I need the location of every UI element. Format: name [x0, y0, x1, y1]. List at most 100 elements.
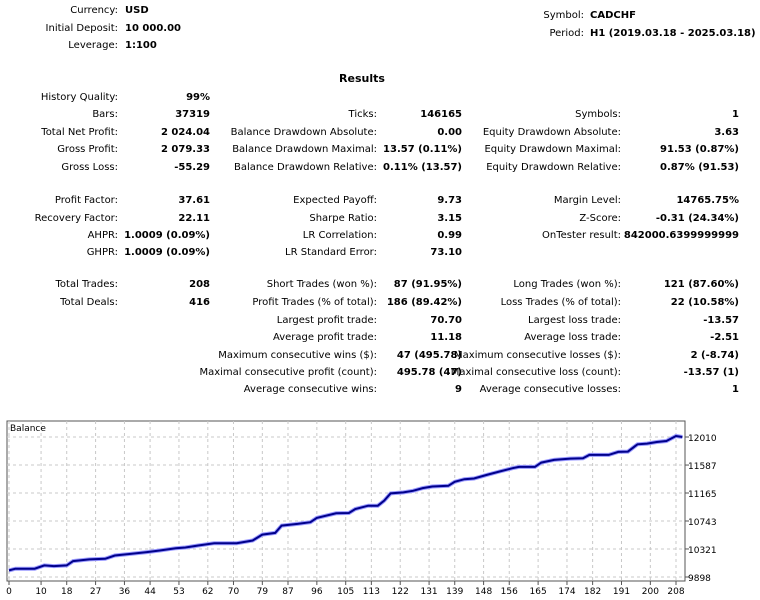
stat-value: 0.11% (13.57)	[383, 162, 462, 173]
x-tick-label: 36	[119, 587, 131, 597]
stat-label: LR Correlation:	[302, 230, 377, 241]
results-row: AHPR: 1.0009 (0.09%) LR Correlation: 0.99 On…	[0, 230, 760, 247]
currency-value: USD	[125, 5, 149, 16]
stat-value: 9.73	[437, 195, 462, 206]
stat-label: Sharpe Ratio:	[309, 213, 377, 224]
stat-value: -13.57	[703, 315, 739, 326]
currency-label: Currency:	[70, 5, 118, 16]
stat-label: Average consecutive losses:	[479, 384, 621, 395]
results-row: Gross Profit: 2 079.33 Balance Drawdown Ma…	[0, 144, 760, 161]
stat-value: -2.51	[710, 332, 739, 343]
stat-value: 14765.75%	[676, 195, 739, 206]
stat-value: 186 (89.42%)	[386, 297, 462, 308]
stat-value: 495.78 (47)	[396, 367, 462, 378]
stat-label: Equity Drawdown Absolute:	[482, 127, 621, 138]
stat-label: Total Deals:	[60, 297, 118, 308]
x-tick-label: 156	[501, 587, 518, 597]
stat-label: GHPR:	[86, 247, 118, 258]
balance-line	[8, 434, 683, 572]
y-tick-label: 10743	[688, 518, 717, 528]
results-row: History Quality: 99%	[0, 92, 760, 109]
stat-value: 1.0009 (0.09%)	[124, 230, 210, 241]
results-row: Total Net Profit: 2 024.04 Balance Drawdow…	[0, 127, 760, 144]
x-tick-label: 62	[202, 587, 213, 597]
results-row: Average profit trade: 11.18 Average loss t…	[0, 332, 760, 349]
x-tick-label: 148	[475, 587, 492, 597]
x-tick-label: 139	[446, 587, 463, 597]
balance-chart: 9898 10321 10743 11165 11587 12010 0 10 18 27 36 44…	[6, 420, 717, 597]
period-label: Period:	[549, 28, 584, 39]
symbol-value: CADCHF	[590, 10, 636, 21]
stat-label: Gross Loss:	[61, 162, 118, 173]
x-tick-label: 182	[584, 587, 601, 597]
stat-value: 146165	[420, 109, 462, 120]
stat-label: Largest profit trade:	[276, 315, 377, 326]
x-tick-label: 165	[530, 587, 547, 597]
stat-value: 22 (10.58%)	[670, 297, 739, 308]
stat-label: Symbols:	[575, 109, 621, 120]
x-tick-label: 10	[35, 587, 47, 597]
stat-value: 1.0009 (0.09%)	[124, 247, 210, 258]
x-tick-label: 96	[311, 587, 323, 597]
stat-value: 22.11	[178, 213, 210, 224]
results-row: Recovery Factor: 22.11 Sharpe Ratio: 3.15 Z-…	[0, 213, 760, 230]
stat-label: Margin Level:	[553, 195, 621, 206]
stat-label: AHPR:	[87, 230, 118, 241]
x-tick-label: 113	[363, 587, 380, 597]
stat-label: Z-Score:	[579, 213, 621, 224]
results-row: Profit Factor: 37.61 Expected Payoff: 9.73 M…	[0, 195, 760, 212]
y-tick-label: 9898	[688, 574, 711, 584]
leverage-value: 1:100	[125, 40, 157, 51]
stat-label: Recovery Factor:	[34, 213, 118, 224]
x-tick-label: 27	[90, 587, 101, 597]
deposit-value: 10 000.00	[125, 23, 181, 34]
stat-value: 37.61	[178, 195, 210, 206]
stat-value: 842000.6399999999	[623, 230, 739, 241]
period-value: H1 (2019.03.18 - 2025.03.18)	[590, 28, 756, 39]
leverage-label: Leverage:	[68, 40, 118, 51]
stat-label: Average profit trade:	[272, 332, 377, 343]
stat-value: -13.57 (1)	[683, 367, 739, 378]
stat-label: History Quality:	[40, 92, 118, 103]
x-tick-label: 105	[337, 587, 354, 597]
stat-value: 2 079.33	[160, 144, 210, 155]
stat-value: 87 (91.95%)	[393, 279, 462, 290]
stat-label: Loss Trades (% of total):	[500, 297, 621, 308]
y-tick-label: 11587	[688, 462, 717, 472]
stat-label: Total Trades:	[55, 279, 119, 290]
x-tick-label: 18	[61, 587, 73, 597]
results-title: Results	[339, 72, 385, 85]
stat-label: Short Trades (won %):	[266, 279, 377, 290]
x-tick-label: 44	[144, 587, 156, 597]
stat-label: Equity Drawdown Relative:	[486, 162, 621, 173]
stat-value: 11.18	[430, 332, 462, 343]
stat-value: 13.57 (0.11%)	[383, 144, 462, 155]
results-row: Maximal consecutive profit (count): 495.7…	[0, 367, 760, 384]
x-tick-label: 0	[6, 587, 12, 597]
results-row: Largest profit trade: 70.70 Largest loss t…	[0, 315, 760, 332]
x-tick-label: 208	[667, 587, 684, 597]
x-tick-label: 70	[228, 587, 240, 597]
stat-value: 2 (-8.74)	[690, 350, 739, 361]
stat-label: Largest loss trade:	[528, 315, 621, 326]
x-tick-label: 131	[420, 587, 437, 597]
stat-value: 416	[189, 297, 210, 308]
stat-value: 3.63	[714, 127, 739, 138]
stat-label: Ticks:	[348, 109, 377, 120]
x-tick-label: 87	[282, 587, 293, 597]
stat-value: 47 (495.78)	[396, 350, 462, 361]
stat-value: 0.99	[437, 230, 462, 241]
stat-value: 2 024.04	[160, 127, 210, 138]
legend-balance: Balance	[10, 424, 46, 434]
y-tick-label: 11165	[688, 490, 717, 500]
x-tick-label: 53	[173, 587, 184, 597]
stat-label: Profit Trades (% of total):	[252, 297, 377, 308]
results-row: GHPR: 1.0009 (0.09%) LR Standard Error: 73.…	[0, 247, 760, 264]
stat-label: Equity Drawdown Maximal:	[484, 144, 621, 155]
x-tick-label: 174	[558, 587, 575, 597]
stat-value: -0.31 (24.34%)	[655, 213, 739, 224]
x-tick-label: 122	[392, 587, 409, 597]
stat-value: 37319	[175, 109, 210, 120]
results-row: Average consecutive wins: 9 Average consec…	[0, 384, 760, 401]
stat-value: 91.53 (0.87%)	[660, 144, 739, 155]
